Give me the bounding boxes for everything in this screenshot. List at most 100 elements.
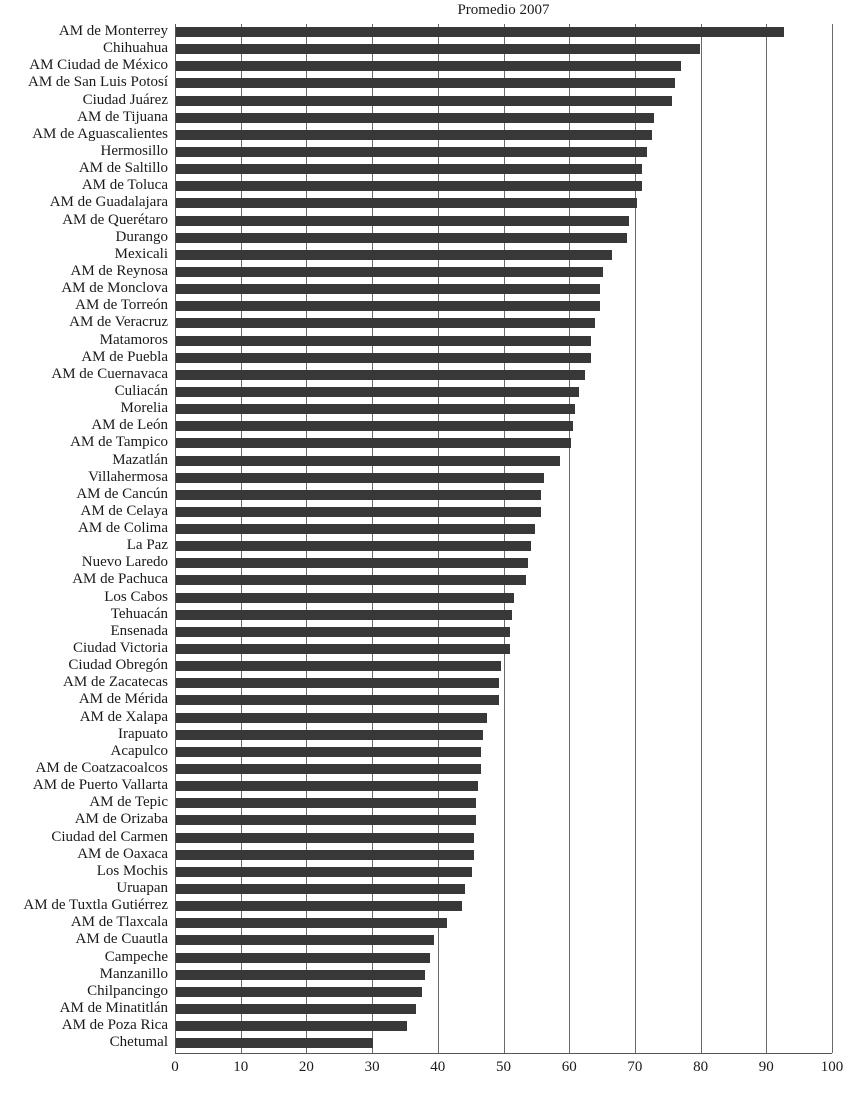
category-label: Los Cabos <box>104 588 168 605</box>
bar <box>176 815 476 826</box>
category-label: AM de Puerto Vallarta <box>32 777 168 794</box>
category-label: AM de Guadalajara <box>49 194 168 211</box>
bar <box>176 164 643 175</box>
category-label: Chihuahua <box>103 40 168 57</box>
bar <box>176 146 648 157</box>
category-label: AM de Veracruz <box>69 314 168 331</box>
category-label: Tehuacán <box>110 605 168 622</box>
category-label: AM de Puebla <box>81 348 168 365</box>
bar <box>176 404 576 415</box>
category-label: AM de Tepic <box>89 794 168 811</box>
bar <box>176 506 542 517</box>
bar <box>176 369 585 380</box>
bar <box>176 575 526 586</box>
category-label: AM de Xalapa <box>79 708 168 725</box>
bar <box>176 849 475 860</box>
x-tick-label: 0 <box>171 1059 179 1075</box>
category-label: AM de Celaya <box>80 502 168 519</box>
bar <box>176 866 472 877</box>
gridline <box>766 24 768 1053</box>
bar <box>176 678 499 689</box>
bar <box>176 489 542 500</box>
category-label: Ciudad Juárez <box>82 91 168 108</box>
bar <box>176 335 592 346</box>
bar <box>176 884 466 894</box>
bar <box>176 712 488 723</box>
category-label: Culiacán <box>114 382 168 399</box>
bar <box>176 1038 374 1049</box>
category-label: AM de Minatitlán <box>59 999 168 1016</box>
category-label: Matamoros <box>99 331 168 348</box>
category-label: Durango <box>115 228 169 245</box>
category-label: Campeche <box>104 948 168 965</box>
bar <box>176 421 574 432</box>
category-label: AM de Tlaxcala <box>70 914 168 931</box>
bar <box>176 1003 416 1014</box>
category-label: Acapulco <box>110 742 168 759</box>
x-tick-label: 80 <box>693 1059 709 1075</box>
category-label: AM de Monterrey <box>58 23 168 39</box>
category-label: AM de Monclova <box>61 280 168 297</box>
category-label: Mazatlán <box>112 451 168 468</box>
category-label: AM de Reynosa <box>70 262 169 279</box>
x-tick-label: 20 <box>298 1059 314 1075</box>
category-label: Villahermosa <box>88 468 168 485</box>
category-label: La Paz <box>126 537 168 554</box>
bar <box>176 695 499 706</box>
category-label: AM de Pachuca <box>72 571 168 588</box>
bar <box>176 952 430 963</box>
bar <box>176 78 675 89</box>
category-label: AM de Colima <box>78 520 168 537</box>
gridline <box>569 24 571 1053</box>
category-label: Chilpancingo <box>87 982 168 999</box>
gridline <box>372 24 374 1053</box>
bar <box>176 986 423 997</box>
category-label: Morelia <box>120 400 168 417</box>
bar <box>176 181 643 192</box>
bar <box>176 626 511 637</box>
bar <box>176 386 580 397</box>
category-label: AM de León <box>91 417 168 434</box>
category-label: Los Mochis <box>96 862 168 879</box>
bar <box>176 61 682 72</box>
bar <box>176 301 601 312</box>
bar <box>176 901 463 912</box>
category-label: AM de Cuernavaca <box>51 365 168 382</box>
category-label: Ciudad Victoria <box>72 640 168 657</box>
category-label: AM de Querétaro <box>62 211 168 228</box>
category-label: AM de Orizaba <box>74 811 168 828</box>
gridline <box>240 24 242 1053</box>
bar <box>176 95 673 106</box>
x-tick-label: 50 <box>496 1059 511 1075</box>
category-label: AM de Tampico <box>70 434 168 451</box>
gridline <box>503 24 505 1053</box>
gridline <box>437 24 439 1053</box>
bar <box>176 249 612 260</box>
category-label: Chetumal <box>109 1034 168 1051</box>
category-label: AM de Toluca <box>81 177 168 194</box>
gridline <box>634 24 636 1053</box>
category-label: AM de Tuxtla Gutiérrez <box>23 897 168 914</box>
category-label: AM de Torreón <box>75 297 168 314</box>
bar <box>176 798 476 809</box>
category-label: Manzanillo <box>99 965 168 982</box>
category-label: AM Ciudad de México <box>29 57 168 74</box>
bar <box>176 541 531 552</box>
bar <box>176 592 515 603</box>
x-tick-label: 100 <box>820 1059 844 1075</box>
category-label: AM de Aguascalientes <box>32 125 168 142</box>
bar <box>176 455 560 466</box>
bar <box>176 284 601 295</box>
gridline <box>306 24 308 1053</box>
x-tick-label: 60 <box>561 1059 577 1075</box>
bar <box>176 935 435 946</box>
bar <box>176 266 604 277</box>
bar <box>176 198 637 209</box>
category-label: AM de San Luis Potosí <box>27 74 168 91</box>
bar <box>176 1021 407 1032</box>
category-label: Ciudad Obregón <box>68 657 168 674</box>
bar <box>176 918 448 929</box>
category-label: AM de Saltillo <box>78 160 168 177</box>
x-tick-label: 90 <box>758 1059 774 1075</box>
bar <box>176 318 596 329</box>
